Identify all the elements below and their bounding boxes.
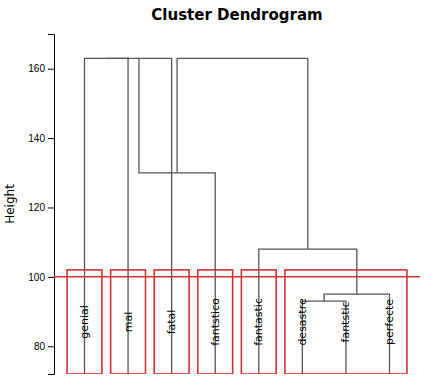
title: Cluster Dendrogram — [151, 6, 322, 24]
leaf-label: fantstic — [339, 301, 352, 342]
leaf-label: genial — [78, 305, 91, 339]
y-tick-label: 140 — [28, 133, 45, 144]
cluster-rect — [67, 270, 102, 374]
y-tick-label: 100 — [28, 272, 45, 283]
y-tick: 160 — [28, 63, 54, 74]
plot: 80 100 120 140 160 genial mal fatal fantstico fan… — [28, 35, 420, 375]
cluster-rect — [111, 270, 146, 374]
y-axis: 80 100 120 140 160 — [28, 35, 54, 375]
cluster-rect — [198, 270, 233, 374]
y-tick-mark — [48, 138, 54, 139]
leaf-labels: genial mal fatal fantstico fantastic desastre… — [78, 298, 396, 346]
leaf-label: mal — [122, 312, 135, 333]
leaf-label: fantastic — [252, 298, 265, 346]
chart: 80 100 120 140 160 genial mal fatal fantstico fan… — [0, 0, 432, 386]
leaf-label: fatal — [165, 310, 178, 335]
cluster-rect — [241, 270, 276, 374]
merge — [259, 249, 357, 374]
y-label: Height — [3, 184, 17, 224]
y-tick-mark — [48, 346, 54, 347]
cluster-rect — [154, 270, 189, 374]
y-tick-label: 160 — [28, 63, 45, 74]
leaf-label: desastre — [296, 298, 309, 346]
y-tick: 100 — [28, 272, 54, 283]
y-tick-label: 120 — [28, 202, 45, 213]
y-tick-mark — [48, 207, 54, 208]
y-tick: 80 — [34, 341, 54, 352]
merge — [177, 58, 308, 249]
y-tick: 140 — [28, 133, 54, 144]
cut-line — [54, 276, 420, 278]
leaf-label: perfecte — [383, 299, 396, 345]
marks — [54, 58, 420, 374]
leaf-label: fantstico — [209, 298, 222, 346]
y-tick-mark — [48, 277, 54, 278]
y-tick: 120 — [28, 202, 54, 213]
y-tick-label: 80 — [34, 341, 46, 352]
merge — [324, 294, 389, 374]
y-tick-mark — [48, 69, 54, 70]
cluster-rect — [285, 270, 407, 374]
y-axis-line — [48, 35, 55, 375]
